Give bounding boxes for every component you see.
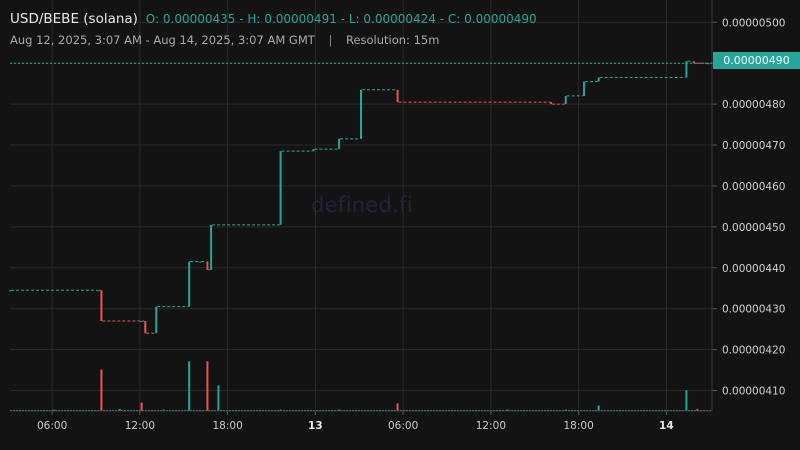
candle-body [396, 89, 399, 103]
candle-body [140, 320, 143, 322]
candlestick-series [9, 60, 710, 334]
candle-body [144, 320, 147, 334]
volume-bar [279, 409, 282, 411]
x-tick-label: 18:00 [563, 420, 593, 432]
volume-bar [100, 369, 103, 411]
candle-body [9, 290, 11, 292]
y-tick-label: 0.00000460 [722, 181, 785, 193]
y-tick-label: 0.00000500 [722, 17, 785, 29]
y-tick-label: 0.00000440 [722, 263, 785, 275]
candle-body [210, 224, 213, 270]
volume-bar [685, 390, 688, 411]
close-value: 0.00000490 [464, 12, 537, 26]
x-tick-label: 14 [659, 420, 674, 432]
candle-body [564, 95, 567, 105]
y-tick-label: 0.00000420 [722, 345, 785, 357]
watermark: defined.fi [311, 193, 413, 217]
header-separator: | [328, 33, 333, 47]
x-tick-label: 06:00 [37, 420, 67, 432]
candle-body [199, 261, 202, 263]
candle-body [692, 61, 695, 64]
volume-bar [696, 408, 699, 411]
volume-bar [564, 409, 567, 411]
resolution-label[interactable]: Resolution: 15m [345, 33, 440, 47]
x-tick-label: 12:00 [125, 420, 155, 432]
range-header: Aug 12, 2025, 3:07 AM - Aug 14, 2025, 3:… [10, 33, 439, 47]
candle-body [597, 77, 600, 82]
candle-body [707, 63, 710, 65]
volume-bar [217, 385, 220, 411]
volume-bar [140, 402, 143, 411]
pair-title: USD/BEBE (solana) [10, 11, 138, 27]
volume-bar [206, 361, 209, 411]
ohlc-header: USD/BEBE (solana) O: 0.00000435 - H: 0.0… [10, 11, 537, 27]
volume-bar [188, 361, 191, 411]
open-label: O: [145, 12, 160, 26]
volume-bar [162, 409, 165, 411]
last-price-tag: 0.00000490 [713, 52, 800, 69]
x-tick-label: 12:00 [476, 420, 506, 432]
volume-bar [118, 408, 121, 411]
volume-bar [52, 409, 55, 411]
candle-body [188, 261, 191, 307]
candle-body [338, 138, 341, 150]
candle-body [312, 149, 315, 152]
x-tick-label: 18:00 [212, 420, 242, 432]
candle-body [96, 290, 99, 292]
candle-body [100, 290, 103, 321]
candle-body [685, 61, 688, 78]
open-value: 0.00000435 [162, 12, 236, 26]
y-tick-label: 0.00000470 [722, 140, 785, 152]
low-value: 0.00000424 [363, 12, 436, 26]
high-label: H: [247, 12, 261, 26]
volume-bar [396, 403, 399, 411]
candle-body [206, 261, 209, 270]
candle-body [583, 81, 586, 96]
candle-body [279, 151, 282, 225]
candle-body [360, 89, 362, 139]
high-value: 0.00000491 [264, 12, 337, 26]
y-tick-label: 0.00000410 [722, 386, 785, 398]
x-tick-label: 06:00 [388, 420, 418, 432]
low-label: L: [348, 12, 360, 26]
y-tick-label: 0.00000480 [722, 99, 785, 111]
candle-body [155, 306, 158, 334]
date-range: Aug 12, 2025, 3:07 AM - Aug 14, 2025, 3:… [10, 33, 315, 47]
grid-lines [10, 0, 712, 411]
y-tick-label: 0.00000430 [722, 304, 785, 316]
y-tick-label: 0.00000450 [722, 222, 785, 234]
volume-bars [10, 361, 712, 411]
volume-bar [506, 409, 509, 411]
close-label: C: [447, 12, 461, 26]
volume-bar [597, 405, 600, 411]
x-tick-label: 13 [308, 420, 323, 432]
candle-body [550, 102, 553, 105]
volume-bar [338, 409, 341, 411]
